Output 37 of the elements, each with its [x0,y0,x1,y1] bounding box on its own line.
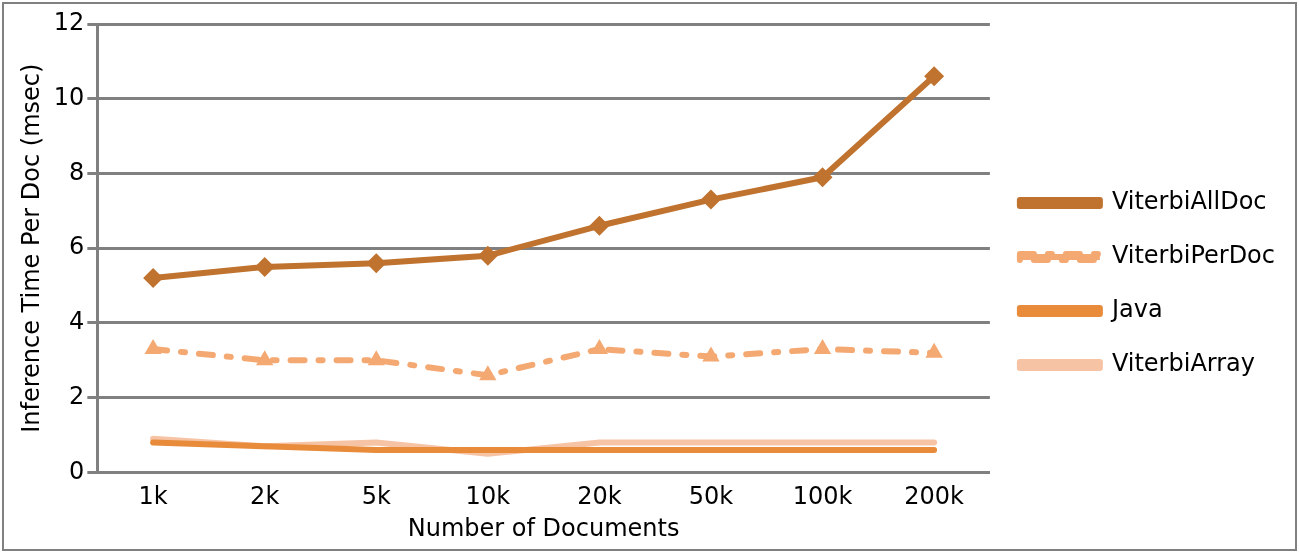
point [590,339,609,355]
point [367,350,385,366]
legend-label: ViterbiArray [1111,349,1256,378]
x-axis-title: Number of Documents [407,513,680,542]
x-tick-label: 50k [688,482,734,511]
legend-label: ViterbiAllDoc [1111,187,1267,216]
y-axis-title: Inference Time Per Doc (msec) [16,63,45,433]
y-tick-label: 2 [69,381,85,410]
point [479,365,497,381]
point [143,268,164,289]
point [256,350,274,366]
x-tick-label: 200k [904,482,965,511]
x-tick-label: 20k [577,482,622,511]
x-tick-label: 5k [361,482,391,511]
x-tick-label: 100k [792,482,853,511]
y-tick-label: 10 [53,82,85,111]
y-tick-label: 6 [69,232,85,261]
x-tick-label: 2k [250,482,280,511]
y-tick-label: 4 [69,307,85,336]
point [924,66,945,87]
point [254,256,275,277]
x-tick-label: 1k [138,482,168,511]
y-tick-label: 12 [53,8,85,37]
legend-label: Java [1109,295,1163,324]
y-tick-label: 8 [69,157,85,186]
x-tick-label: 10k [465,482,511,511]
point [366,253,387,274]
y-tick-label: 0 [69,456,85,485]
point [589,215,610,236]
point [477,245,498,266]
point [925,342,943,358]
point [702,346,720,362]
point [812,167,833,188]
point [813,339,832,355]
point [144,339,162,355]
point [700,189,721,210]
legend-label: ViterbiPerDoc [1111,241,1276,270]
